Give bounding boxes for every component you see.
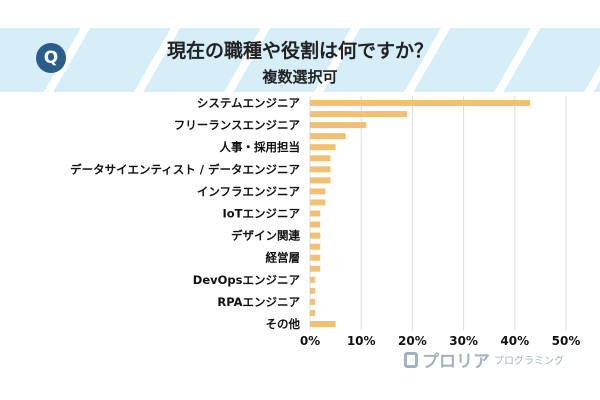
logo-main: プロリア [422, 352, 490, 372]
logo-sub: プログラミング [494, 356, 564, 367]
category-label: DevOpsエンジニア [193, 273, 301, 287]
bar [310, 144, 336, 151]
title-banner [0, 28, 600, 92]
category-label: 経営層 [266, 251, 301, 265]
bar [310, 309, 316, 316]
bar [310, 133, 346, 140]
category-label: システムエンジニア [197, 96, 301, 110]
category-label: データサイエンティスト / データエンジニア [70, 162, 300, 176]
bar [310, 210, 321, 217]
bar [310, 100, 531, 106]
chart-subtitle: 複数選択可 [262, 68, 338, 86]
x-tick-label: 20% [398, 334, 427, 348]
bar [310, 155, 331, 162]
category-label: フリーランスエンジニア [174, 118, 301, 132]
x-tick-label: 0% [300, 334, 320, 348]
category-label: その他 [266, 317, 301, 331]
x-tick-label: 30% [449, 334, 478, 348]
category-label: インフラエンジニア [197, 184, 301, 198]
category-label: IoTエンジニア [222, 207, 300, 221]
bar [310, 265, 321, 272]
x-tick-label: 50% [552, 334, 581, 348]
x-tick-label: 10% [347, 334, 376, 348]
bar [310, 232, 321, 239]
bar [310, 122, 367, 129]
bar [310, 243, 321, 250]
brand-logo: プロリア プログラミング [404, 347, 564, 372]
bar [310, 287, 316, 294]
category-label: 人事・採用担当 [220, 140, 301, 154]
category-label: RPAエンジニア [217, 295, 300, 309]
bar [310, 276, 316, 283]
bar [310, 321, 336, 327]
bar [310, 254, 321, 261]
bar [310, 188, 326, 195]
x-tick-label: 40% [500, 334, 529, 348]
bar [310, 177, 331, 184]
bar [310, 166, 331, 173]
bar [310, 111, 408, 118]
bar [310, 199, 326, 206]
category-label: デザイン関連 [231, 229, 300, 243]
bar [310, 221, 321, 228]
bar [310, 298, 316, 305]
q-circle-icon: Q [36, 43, 66, 73]
logo-p-icon [404, 351, 418, 368]
chart-title: 現在の職種や役割は何ですか？ [166, 40, 433, 62]
